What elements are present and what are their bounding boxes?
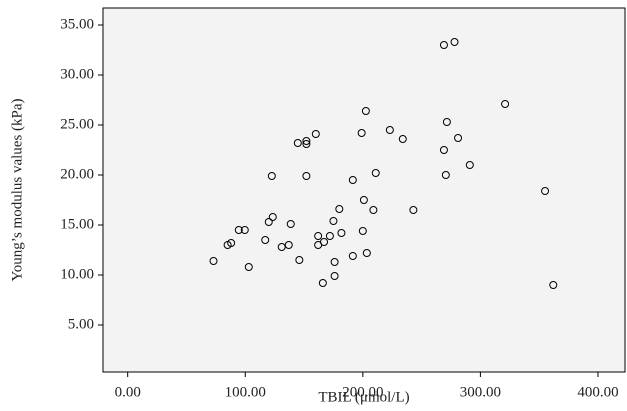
x-tick-label: 100.00 (225, 384, 266, 400)
point (362, 249, 371, 257)
y-tick-label: 20.00 (60, 166, 94, 182)
point (329, 217, 338, 225)
x-tick-label: 400.00 (577, 384, 618, 400)
point (442, 118, 451, 126)
point (371, 169, 380, 177)
point (244, 263, 253, 271)
x-tick-label: 300.00 (460, 384, 501, 400)
x-axis-label: TBIL (μmol/L) (318, 389, 409, 405)
point (369, 206, 378, 214)
point (267, 172, 276, 180)
point (549, 281, 558, 289)
point (398, 135, 407, 143)
point (541, 187, 550, 195)
y-tick-label: 10.00 (60, 266, 94, 282)
point (314, 232, 323, 240)
point (277, 243, 286, 251)
point (286, 220, 295, 228)
point (441, 171, 450, 179)
point (295, 256, 304, 264)
point (240, 226, 249, 234)
point (450, 38, 459, 46)
point (261, 236, 270, 244)
point (284, 241, 293, 249)
point (359, 196, 368, 204)
point (234, 226, 243, 234)
point (302, 140, 311, 148)
point (293, 139, 302, 147)
point (439, 146, 448, 154)
y-axis-label: Young’s modulus values (kPa) (9, 98, 25, 281)
point (330, 272, 339, 280)
point (264, 218, 273, 226)
point (268, 213, 277, 221)
point (209, 257, 218, 265)
x-tick-label: 200.00 (342, 384, 383, 400)
y-tick-label: 35.00 (60, 16, 94, 32)
point (385, 126, 394, 134)
point (330, 258, 339, 266)
point (335, 205, 344, 213)
point (357, 129, 366, 137)
point (361, 107, 370, 115)
point (501, 100, 510, 108)
point (454, 134, 463, 142)
point (465, 161, 474, 169)
point (358, 227, 367, 235)
x-tick-label: 0.00 (115, 384, 141, 400)
point (439, 41, 448, 49)
y-tick-label: 25.00 (60, 116, 94, 132)
plot-area (102, 7, 626, 373)
point (227, 239, 236, 247)
y-tick-label: 15.00 (60, 216, 94, 232)
point (348, 252, 357, 260)
point (302, 172, 311, 180)
point (318, 279, 327, 287)
y-tick-label: 5.00 (68, 316, 94, 332)
point (409, 206, 418, 214)
point (320, 238, 329, 246)
point (348, 176, 357, 184)
point (337, 229, 346, 237)
point (325, 232, 334, 240)
point (302, 137, 311, 145)
point (311, 130, 320, 138)
y-tick-label: 30.00 (60, 66, 94, 82)
